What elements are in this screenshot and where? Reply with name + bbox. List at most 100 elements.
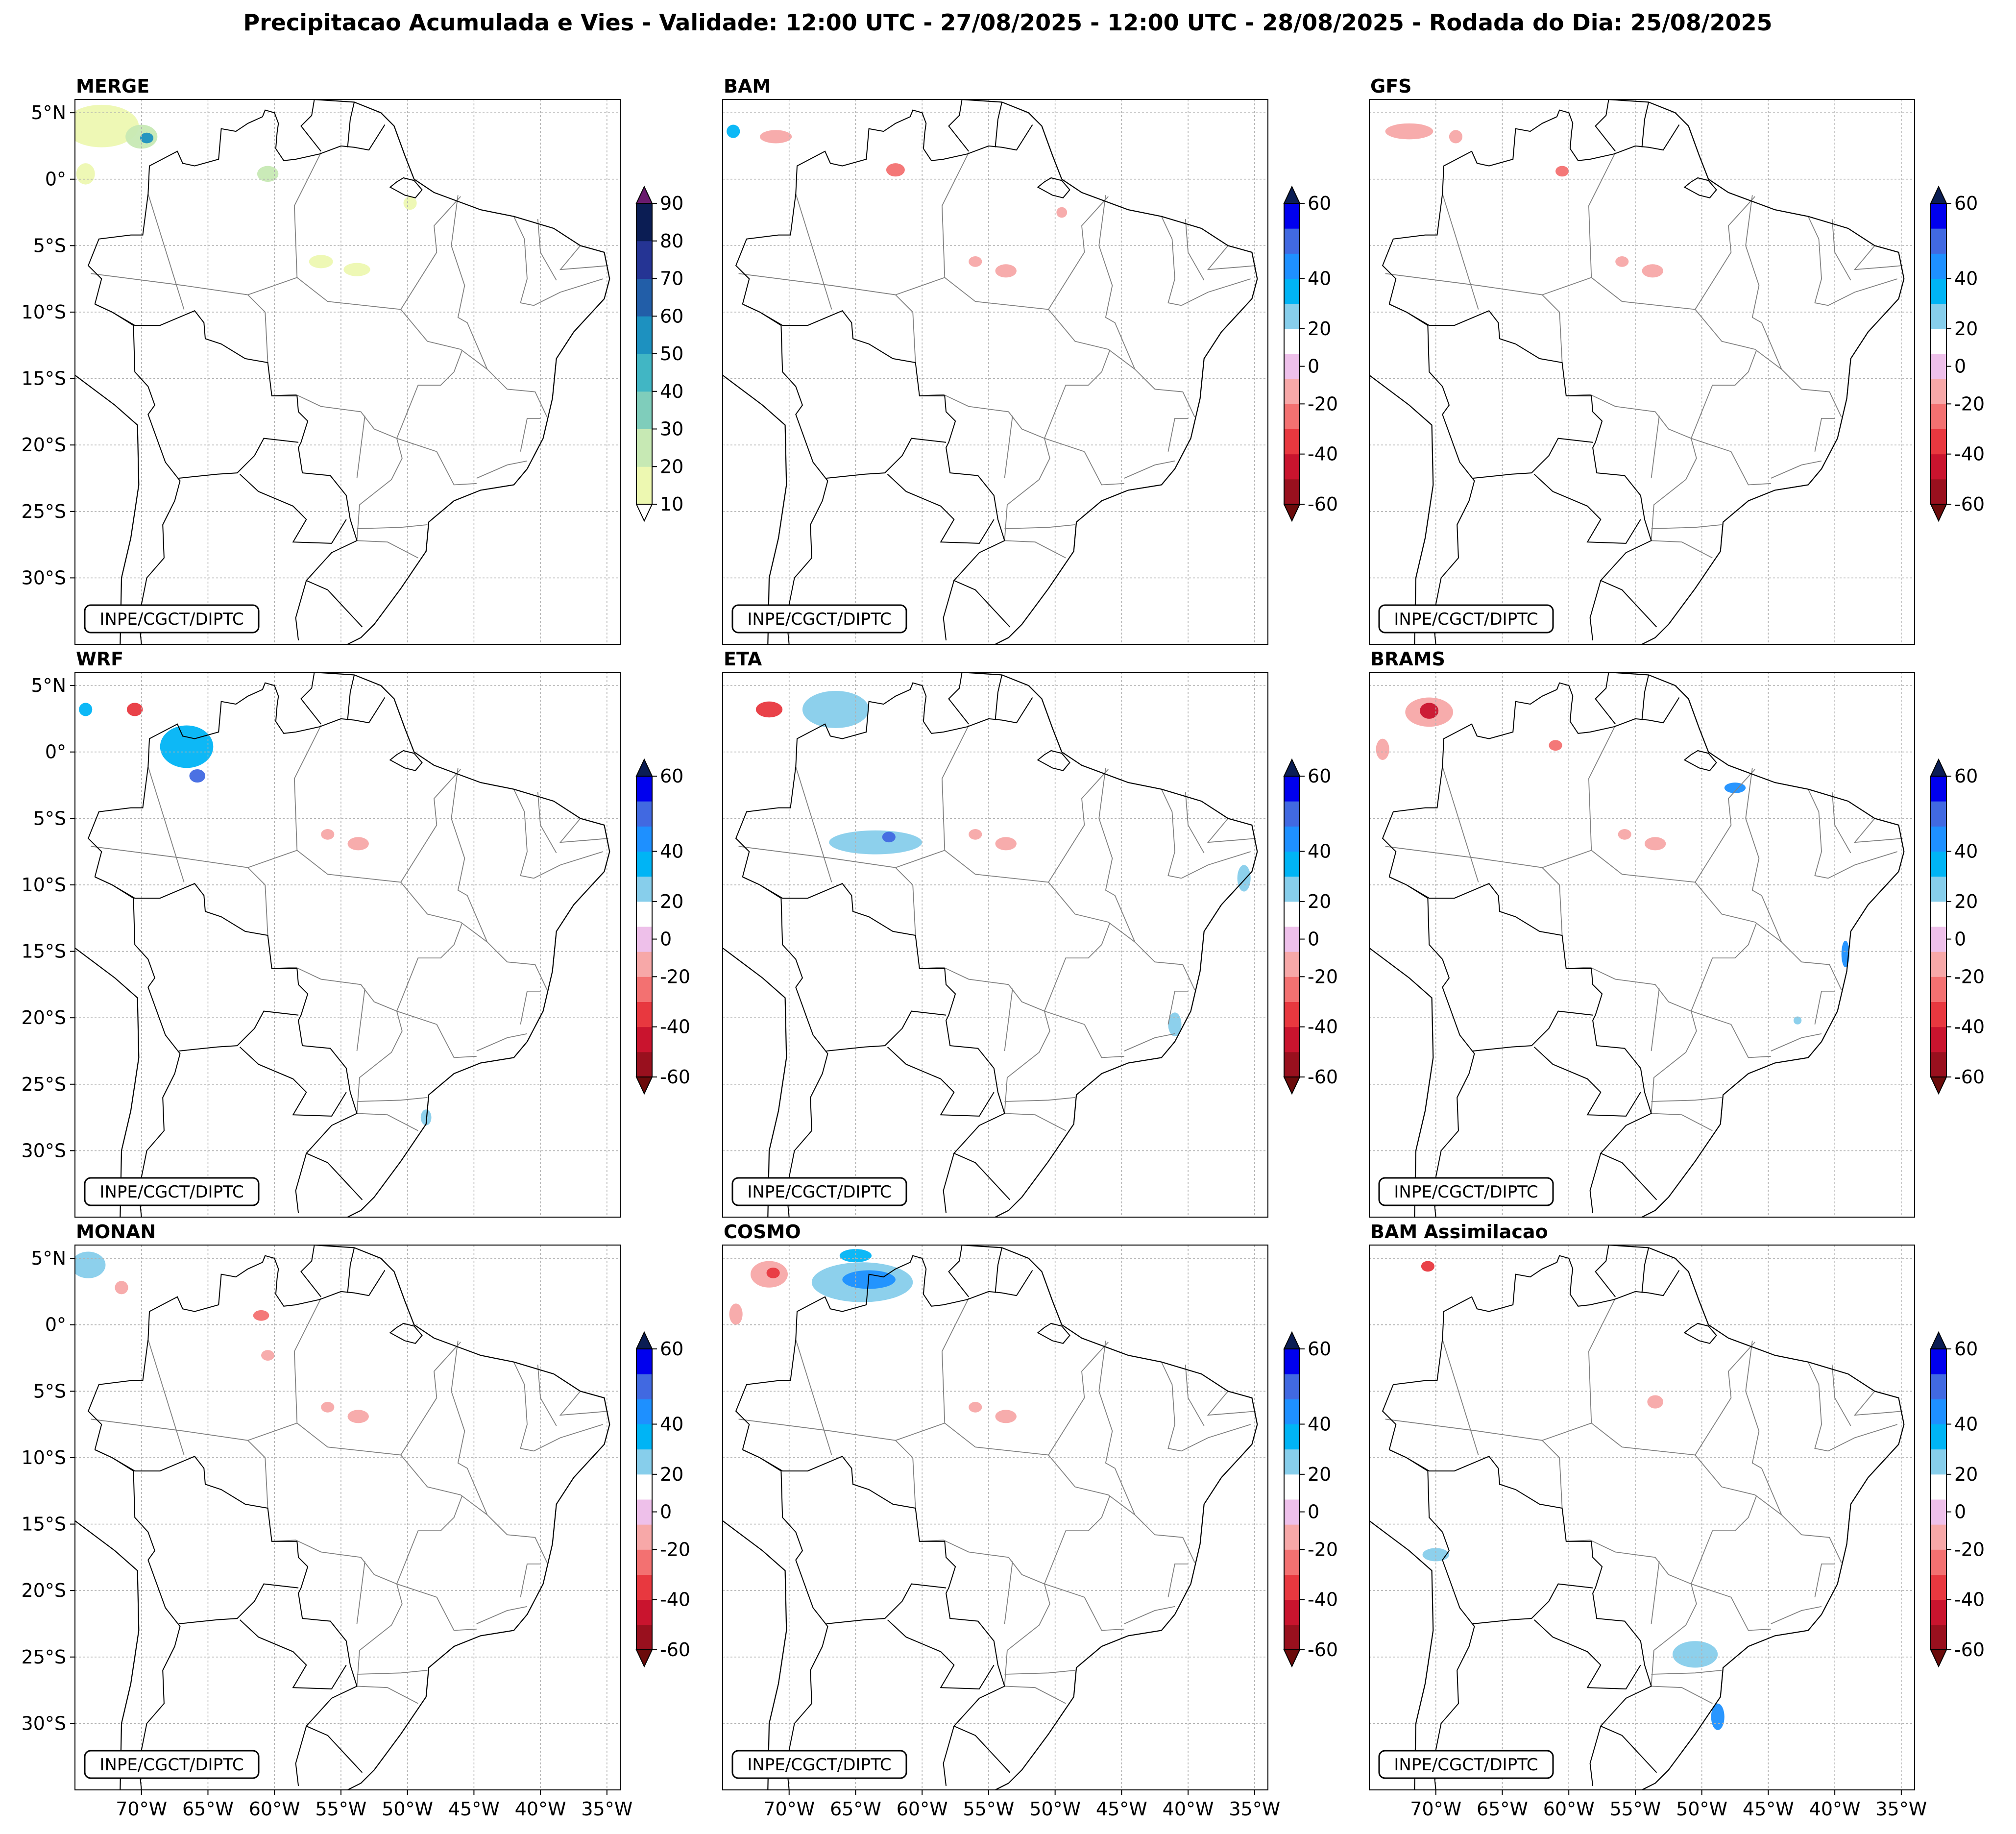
contour-area — [766, 1268, 780, 1278]
state-border — [476, 460, 528, 479]
state-border — [1004, 524, 1075, 529]
colorbar-segment — [1284, 901, 1300, 927]
contour-area — [995, 264, 1017, 278]
colorbar-tick-label: 20 — [1308, 1464, 1331, 1485]
state-border — [1124, 460, 1175, 479]
country-border — [300, 1245, 321, 1297]
country-border — [1389, 876, 1657, 1200]
colorbar-tick-label: 60 — [660, 305, 683, 327]
country-border — [995, 102, 1003, 147]
panel-title: COSMO — [724, 1221, 801, 1243]
state-border — [1651, 438, 1713, 559]
colorbar-segment — [636, 801, 652, 827]
country-border — [1382, 1255, 1680, 1450]
colorbar-segment — [1284, 1374, 1300, 1399]
colorbar-segment — [1931, 1027, 1946, 1052]
colorbar-segment — [636, 429, 652, 467]
contour-area — [347, 1410, 369, 1423]
colorbar-segment — [1931, 1424, 1946, 1450]
colorbar: 10 20 30 40 50 60 70 80 90 — [635, 185, 683, 522]
map-background — [723, 672, 1268, 1217]
watermark-box — [1378, 1177, 1554, 1206]
state-border — [1181, 1424, 1251, 1452]
state-border — [1588, 725, 1616, 851]
country-border — [943, 1726, 955, 1786]
colorbar-tick-label: -60 — [1954, 1066, 1985, 1088]
colorbar-frame — [1930, 1348, 1947, 1650]
country-border — [1589, 580, 1602, 641]
lon-tick-label: 40°W — [1163, 1798, 1214, 1820]
state-border — [1098, 768, 1136, 942]
state-border — [738, 846, 1136, 943]
country-border — [347, 102, 355, 147]
state-border — [147, 1339, 185, 1455]
lat-tick-label: 30°S — [22, 1140, 66, 1161]
state-border — [1048, 1342, 1109, 1455]
contour-area — [257, 166, 279, 182]
country-border — [1473, 1010, 1593, 1051]
contour-area — [995, 837, 1017, 851]
colorbar-segment — [1931, 901, 1946, 927]
colorbar-segment — [636, 876, 652, 902]
colorbar-tick-label: -40 — [660, 1016, 690, 1038]
colorbar-segment — [636, 977, 652, 1002]
colorbar-segment — [636, 354, 652, 392]
map-background — [75, 99, 620, 644]
map-background — [1369, 99, 1915, 644]
map-content — [1369, 99, 1915, 644]
colorbar-segment — [1284, 876, 1300, 902]
colorbar-segment — [1284, 253, 1300, 279]
colorbar-tick-label: 20 — [1308, 891, 1331, 912]
colorbar-tick-label: -60 — [1308, 1066, 1338, 1088]
watermark-box — [84, 1750, 260, 1779]
colorbar-tick-label: 60 — [1954, 1338, 1978, 1360]
colorbar: -60 -40 -20 0 20 40 60 — [635, 758, 690, 1095]
country-border — [239, 474, 347, 544]
state-border — [1207, 245, 1256, 270]
country-border — [943, 580, 955, 641]
panel-frame — [74, 99, 621, 645]
marajo-island — [1683, 1322, 1717, 1344]
contour-area — [126, 703, 143, 716]
colorbar-segment — [1284, 927, 1300, 952]
watermark-box — [1378, 604, 1554, 634]
state-border — [1831, 1365, 1851, 1426]
country-border — [1382, 682, 1680, 877]
colorbar-tick-label: -40 — [1954, 1589, 1985, 1611]
state-border — [436, 451, 477, 486]
colorbar-tick-label: -60 — [1308, 1639, 1338, 1661]
colorbar-segment — [636, 466, 652, 505]
state-border — [1084, 451, 1124, 486]
lon-tick-label: 50°W — [1029, 1798, 1081, 1820]
coastline-west — [723, 1520, 787, 1790]
country-border — [87, 682, 386, 877]
contour-area — [1376, 738, 1389, 760]
country-border — [995, 1247, 1003, 1293]
contour-area — [729, 1303, 743, 1325]
country-border — [1389, 1449, 1475, 1790]
state-border — [1134, 368, 1195, 417]
state-border — [1691, 923, 1757, 1011]
contour-area — [75, 1251, 106, 1278]
state-border — [1853, 818, 1903, 843]
country-border — [742, 876, 828, 1217]
colorbar-segment — [1284, 429, 1300, 455]
colorbar-segment — [1284, 278, 1300, 304]
colorbar-frame — [1284, 1348, 1300, 1650]
lat-tick-label: 30°S — [22, 1712, 66, 1734]
colorbar-segment — [1284, 404, 1300, 429]
state-border — [513, 789, 534, 879]
colorbar-tick-label: 40 — [660, 1414, 683, 1435]
colorbar-extend-max — [1283, 758, 1301, 777]
colorbar-tick-label: 40 — [1954, 1414, 1978, 1435]
colorbar-tick-label: -20 — [1954, 966, 1985, 987]
lon-tick-label: 65°W — [182, 1798, 234, 1820]
contour-area — [403, 196, 417, 210]
state-border — [476, 1033, 528, 1051]
panel-title: BAM Assimilacao — [1370, 1221, 1548, 1243]
country-border — [948, 1245, 969, 1297]
contour-area — [755, 701, 783, 718]
map-content — [1369, 1245, 1915, 1790]
state-border — [476, 1606, 528, 1624]
contour-area — [760, 805, 872, 832]
